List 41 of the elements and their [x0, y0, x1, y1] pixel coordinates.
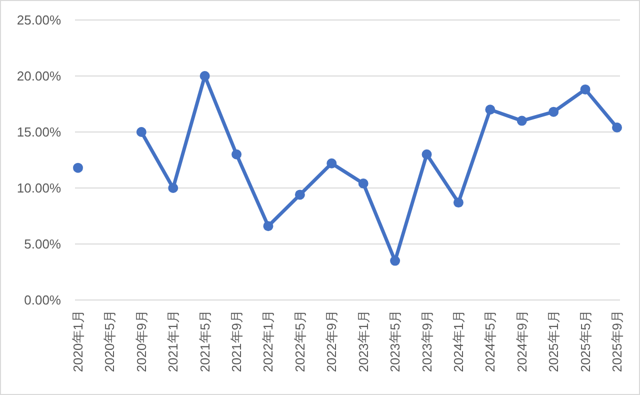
x-tick-label: 2025年9月 [610, 310, 624, 372]
x-tick-label: 2021年5月 [197, 310, 212, 372]
x-tick-label: 2023年9月 [419, 310, 434, 372]
point [232, 149, 242, 160]
point [548, 106, 559, 117]
point [136, 127, 146, 137]
x-tick-label: 2020年5月 [102, 310, 118, 372]
x-tick-label: 2020年9月 [134, 310, 149, 372]
point [612, 122, 622, 133]
y-tick-label: 15.00% [16, 124, 62, 140]
point [358, 178, 368, 189]
x-tick-label: 2024年9月 [514, 310, 530, 372]
x-tick-label: 2021年9月 [229, 310, 244, 372]
y-tick-label: 20.00% [16, 68, 62, 84]
point [390, 256, 400, 266]
point [453, 198, 464, 208]
x-tick-label: 2025年5月 [578, 310, 593, 372]
x-tick-label: 2022年9月 [324, 310, 340, 372]
point [516, 116, 527, 126]
point [168, 183, 178, 193]
y-tick-label: 0.00% [24, 292, 62, 308]
point [200, 71, 210, 81]
x-tick-label: 2024年1月 [450, 310, 466, 372]
x-tick-label: 2022年1月 [260, 310, 276, 372]
x-tick-label: 2023年1月 [356, 310, 371, 372]
point [326, 158, 337, 168]
y-tick-label: 25.00% [16, 12, 62, 28]
y-tick-label: 5.00% [24, 236, 62, 252]
point [422, 149, 432, 160]
point [73, 162, 83, 173]
x-tick-label: 2025年1月 [546, 310, 562, 372]
x-tick-label: 2023年5月 [388, 310, 403, 372]
point [294, 190, 305, 200]
y-tick-label: 10.00% [16, 180, 62, 196]
point [580, 84, 590, 94]
x-tick-label: 2020年1月 [70, 310, 86, 372]
x-tick-label: 2021年1月 [166, 310, 181, 372]
x-tick-label: 2024年5月 [482, 310, 498, 372]
point [485, 104, 496, 115]
x-tick-label: 2022年5月 [292, 310, 308, 372]
point [263, 221, 274, 232]
